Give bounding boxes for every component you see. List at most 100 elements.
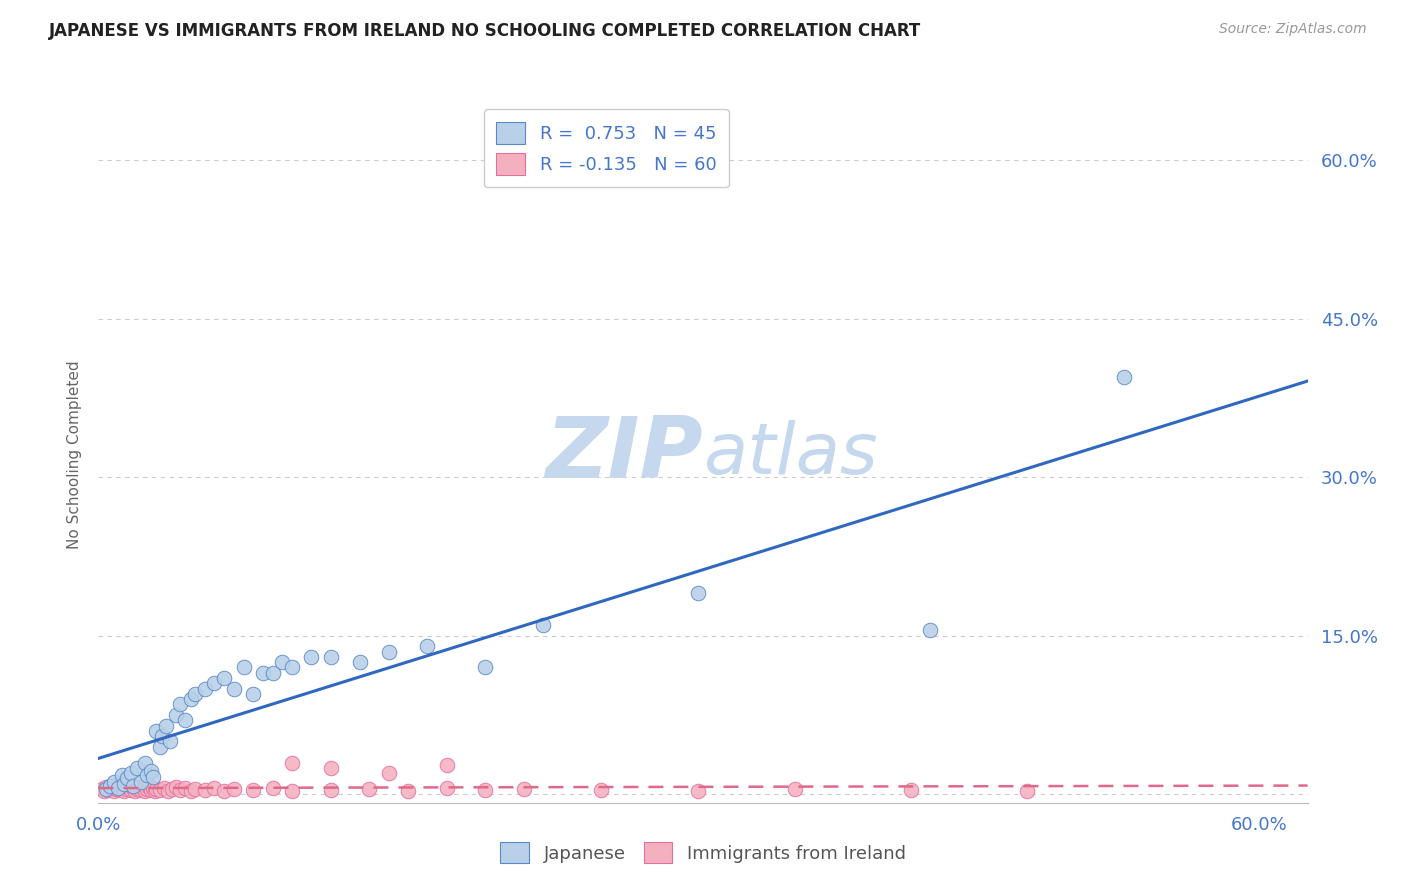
Legend: Japanese, Immigrants from Ireland: Japanese, Immigrants from Ireland — [489, 831, 917, 874]
Point — [271, 655, 294, 669]
Point — [127, 761, 149, 775]
Point — [436, 780, 458, 795]
Point — [252, 665, 274, 680]
Point — [139, 764, 162, 778]
Point — [349, 655, 371, 669]
Point — [142, 771, 165, 785]
Point — [783, 782, 806, 797]
Point — [129, 783, 152, 797]
Point — [174, 714, 197, 728]
Point — [107, 780, 129, 795]
Point — [114, 779, 136, 793]
Point — [153, 780, 176, 795]
Point — [299, 649, 322, 664]
Point — [135, 782, 157, 797]
Point — [101, 779, 124, 793]
Point — [112, 777, 135, 791]
Point — [124, 784, 146, 798]
Point — [149, 783, 172, 797]
Point — [281, 756, 304, 770]
Point — [117, 772, 139, 786]
Point — [103, 774, 125, 789]
Point — [98, 779, 121, 793]
Point — [91, 782, 114, 797]
Point — [242, 783, 264, 797]
Point — [184, 782, 207, 797]
Point — [134, 756, 156, 770]
Point — [112, 784, 135, 798]
Point — [184, 687, 207, 701]
Point — [107, 780, 129, 794]
Point — [135, 768, 157, 782]
Point — [262, 665, 284, 680]
Point — [319, 649, 342, 664]
Point — [416, 640, 439, 654]
Point — [128, 780, 150, 794]
Point — [155, 718, 177, 732]
Point — [212, 784, 235, 798]
Point — [159, 734, 181, 748]
Point — [118, 780, 141, 794]
Point — [96, 782, 118, 797]
Point — [180, 692, 202, 706]
Text: ZIP: ZIP — [546, 413, 703, 497]
Point — [145, 782, 167, 797]
Point — [120, 783, 142, 797]
Point — [920, 624, 942, 638]
Point — [377, 644, 399, 658]
Point — [93, 784, 115, 798]
Point — [150, 729, 173, 743]
Point — [160, 782, 183, 797]
Point — [157, 784, 180, 798]
Point — [194, 681, 217, 696]
Point — [143, 784, 166, 798]
Point — [232, 660, 254, 674]
Point — [127, 782, 149, 797]
Point — [97, 783, 120, 797]
Point — [149, 739, 172, 754]
Text: Source: ZipAtlas.com: Source: ZipAtlas.com — [1219, 22, 1367, 37]
Point — [174, 780, 197, 795]
Point — [377, 766, 399, 780]
Point — [436, 757, 458, 772]
Point — [531, 618, 554, 632]
Text: atlas: atlas — [703, 420, 877, 490]
Point — [138, 780, 160, 794]
Point — [165, 780, 187, 794]
Point — [513, 782, 536, 797]
Point — [319, 783, 342, 797]
Point — [688, 784, 710, 798]
Point — [169, 783, 191, 797]
Point — [132, 780, 155, 795]
Point — [281, 784, 304, 798]
Point — [117, 782, 139, 797]
Point — [134, 784, 156, 798]
Point — [591, 783, 613, 797]
Point — [111, 768, 134, 782]
Point — [474, 783, 496, 797]
Point — [180, 784, 202, 798]
Y-axis label: No Schooling Completed: No Schooling Completed — [66, 360, 82, 549]
Point — [204, 780, 226, 795]
Point — [98, 780, 121, 795]
Point — [122, 779, 145, 793]
Point — [359, 782, 381, 797]
Point — [204, 676, 226, 690]
Point — [319, 761, 342, 775]
Point — [142, 780, 165, 795]
Point — [96, 780, 118, 794]
Point — [111, 780, 134, 795]
Point — [145, 723, 167, 738]
Point — [396, 784, 419, 798]
Point — [212, 671, 235, 685]
Point — [165, 708, 187, 723]
Point — [242, 687, 264, 701]
Point — [1112, 369, 1135, 384]
Point — [103, 784, 125, 798]
Point — [222, 681, 245, 696]
Text: JAPANESE VS IMMIGRANTS FROM IRELAND NO SCHOOLING COMPLETED CORRELATION CHART: JAPANESE VS IMMIGRANTS FROM IRELAND NO S… — [49, 22, 921, 40]
Point — [108, 783, 131, 797]
Point — [281, 660, 304, 674]
Point — [688, 586, 710, 600]
Point — [139, 783, 162, 797]
